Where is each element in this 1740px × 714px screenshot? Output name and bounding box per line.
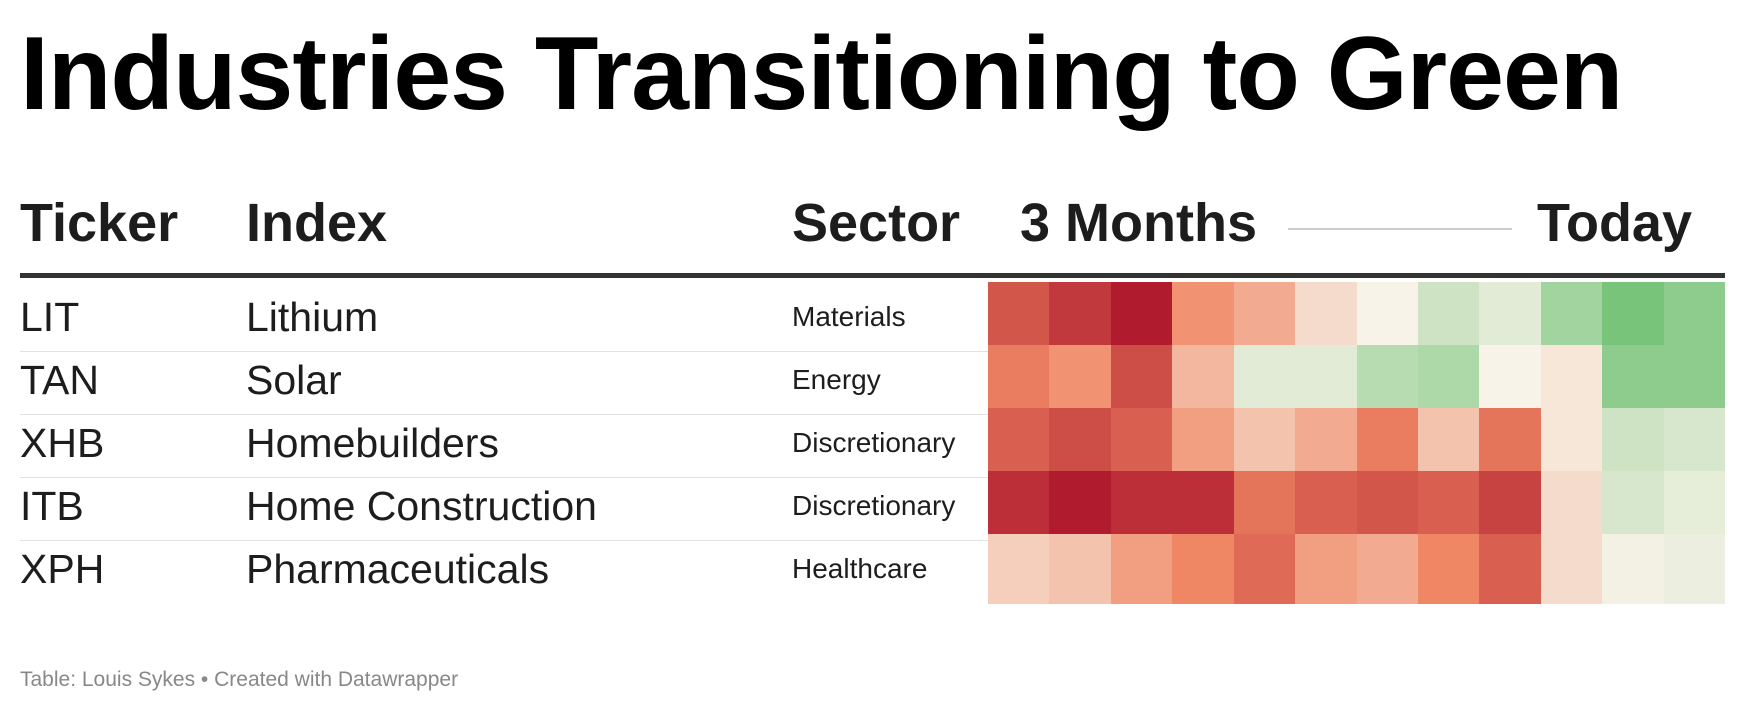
heatmap-cell	[1172, 345, 1234, 415]
heatmap-cell	[1111, 282, 1172, 352]
index-cell: Lithium	[246, 294, 379, 340]
table-row: LIT Lithium Materials	[20, 282, 1725, 352]
table-row: XPH Pharmaceuticals Healthcare	[20, 534, 1725, 604]
row-separator	[20, 540, 988, 541]
period-range-line	[1288, 228, 1512, 230]
heatmap-cell	[1172, 534, 1234, 604]
chart-title: Industries Transitioning to Green	[20, 16, 1623, 132]
table-row: ITB Home Construction Discretionary	[20, 471, 1725, 541]
heatmap-cell	[1541, 408, 1602, 478]
row-separator	[20, 414, 988, 415]
heatmap-cell	[1049, 471, 1111, 541]
index-cell: Pharmaceuticals	[246, 546, 550, 592]
column-header-index[interactable]: Index	[246, 193, 388, 253]
heatmap-cell	[988, 282, 1049, 352]
heatmap-cell	[1418, 471, 1479, 541]
heatmap-cell	[1479, 534, 1541, 604]
index-cell: Homebuilders	[246, 420, 499, 466]
heatmap-cell	[1541, 534, 1602, 604]
heatmap-cell	[1172, 471, 1234, 541]
ticker-cell: XHB	[20, 420, 105, 466]
heatmap-cell	[1418, 534, 1479, 604]
sector-cell: Discretionary	[792, 490, 956, 521]
heatmap-cell	[1295, 408, 1357, 478]
heatmap-cell	[1602, 534, 1664, 604]
heatmap-cell	[1234, 534, 1295, 604]
heatmap-cell	[988, 345, 1049, 415]
row-separator	[20, 351, 988, 352]
heatmap-cell	[1234, 345, 1295, 415]
heatmap-cell	[1234, 408, 1295, 478]
heatmap-cell	[1664, 408, 1725, 478]
index-cell: Home Construction	[246, 483, 597, 529]
heatmap-cell	[1111, 408, 1172, 478]
ticker-cell: XPH	[20, 546, 105, 592]
heatmap-cell	[1295, 345, 1357, 415]
sector-cell: Discretionary	[792, 427, 956, 458]
heatmap-cell	[1479, 282, 1541, 352]
heatmap-cell	[1602, 408, 1664, 478]
heatmap-cell	[1111, 345, 1172, 415]
heatmap-cell	[1357, 471, 1418, 541]
heatmap-cell	[1049, 534, 1111, 604]
heatmap-cell	[1602, 345, 1664, 415]
sector-cell: Healthcare	[792, 553, 928, 584]
index-cell: Solar	[246, 357, 342, 403]
heatmap-cell	[1357, 345, 1418, 415]
table-row: XHB Homebuilders Discretionary	[20, 408, 1725, 478]
heatmap-cell	[988, 534, 1049, 604]
heatmap-cell	[1049, 408, 1111, 478]
column-header-ticker[interactable]: Ticker	[20, 193, 179, 253]
heatmap-cell	[1049, 282, 1111, 352]
ticker-cell: ITB	[20, 483, 84, 529]
heatmap-cell	[1357, 408, 1418, 478]
heatmap-cell	[1479, 471, 1541, 541]
heatmap-cell	[1602, 282, 1664, 352]
heatmap-cell	[988, 471, 1049, 541]
table-row: TAN Solar Energy	[20, 345, 1725, 415]
heatmap-cell	[1418, 282, 1479, 352]
heatmap-cell	[1357, 534, 1418, 604]
heatmap-cell	[1479, 408, 1541, 478]
heatmap-cell	[1295, 534, 1357, 604]
heatmap-cell	[1295, 471, 1357, 541]
sector-cell: Materials	[792, 301, 906, 332]
header-rule	[20, 273, 1725, 278]
ticker-cell: TAN	[20, 357, 99, 403]
heatmap-cell	[1541, 345, 1602, 415]
heatmap-strip	[988, 345, 1725, 415]
heatmap-cell	[1172, 282, 1234, 352]
source-credit: Table: Louis Sykes • Created with Datawr…	[20, 668, 459, 691]
column-header-today: Today	[1536, 193, 1692, 253]
heatmap-cell	[988, 408, 1049, 478]
heatmap-cell	[1234, 282, 1295, 352]
column-header-3-months: 3 Months	[1020, 193, 1257, 253]
heatmap-cell	[1541, 282, 1602, 352]
heatmap-cell	[1111, 471, 1172, 541]
column-header-sector[interactable]: Sector	[792, 193, 961, 253]
heatmap-cell	[1111, 534, 1172, 604]
heatmap-cell	[1479, 345, 1541, 415]
heatmap-cell	[1234, 471, 1295, 541]
heatmap-cell	[1172, 408, 1234, 478]
heatmap-strip	[988, 282, 1725, 352]
heatmap-cell	[1418, 345, 1479, 415]
row-separator	[20, 477, 988, 478]
heatmap-cell	[1664, 282, 1725, 352]
heatmap-cell	[1049, 345, 1111, 415]
heatmap-strip	[988, 534, 1725, 604]
heatmap-cell	[1664, 534, 1725, 604]
heatmap-cell	[1664, 471, 1725, 541]
heatmap-cell	[1602, 471, 1664, 541]
heatmap-cell	[1295, 282, 1357, 352]
heatmap-strip	[988, 408, 1725, 478]
heatmap-cell	[1418, 408, 1479, 478]
heatmap-cell	[1357, 282, 1418, 352]
heatmap-cell	[1664, 345, 1725, 415]
heatmap-cell	[1541, 471, 1602, 541]
sector-cell: Energy	[792, 364, 881, 395]
heatmap-strip	[988, 471, 1725, 541]
ticker-cell: LIT	[20, 294, 80, 340]
